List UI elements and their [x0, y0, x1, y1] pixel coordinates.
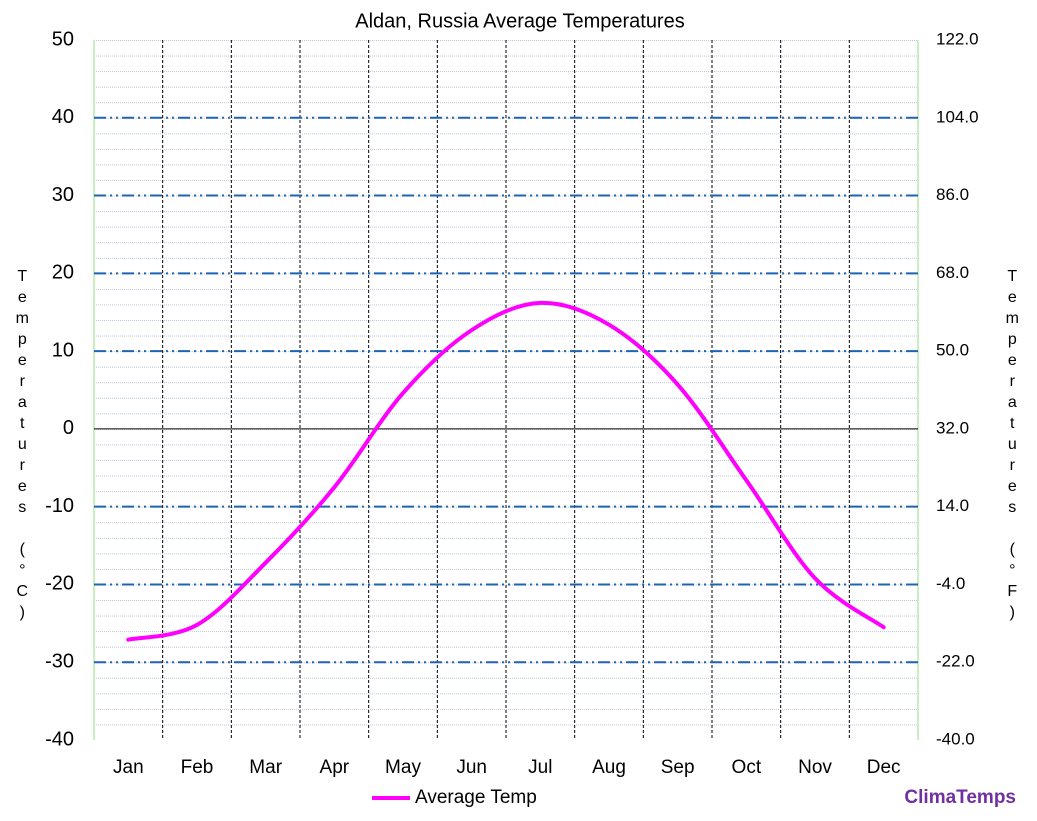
y-tick-label: 40 [52, 106, 74, 128]
y-tick-label: 30 [52, 184, 74, 206]
y-tick-label: -40 [45, 728, 74, 750]
y2-tick-label: -40.0 [936, 729, 975, 748]
legend-label: Average Temp [415, 787, 537, 808]
y-tick-label: -30 [45, 651, 74, 673]
y-tick-label: 10 [52, 339, 74, 361]
y-tick-label: -20 [45, 573, 74, 595]
x-tick-label: Aug [592, 757, 626, 778]
x-tick-label: Apr [320, 757, 350, 778]
x-tick-label: Sep [661, 757, 695, 778]
y2-tick-label: 104.0 [936, 107, 979, 126]
x-tick-label: Mar [249, 757, 282, 778]
y2-tick-label: 86.0 [936, 185, 969, 204]
source-brand: ClimaTemps [904, 787, 1016, 808]
y2-axis-label: Temperatures (°F) [1004, 268, 1021, 625]
y2-tick-label: 32.0 [936, 418, 969, 437]
x-tick-label: Jun [456, 757, 487, 778]
y2-tick-label: 68.0 [936, 263, 969, 282]
x-tick-label: Jan [113, 757, 144, 778]
y-tick-label: -10 [45, 495, 74, 517]
x-tick-label: May [385, 757, 421, 778]
chart-title: Aldan, Russia Average Temperatures [355, 10, 684, 32]
y-tick-label: 50 [52, 28, 74, 50]
y2-tick-label: 50.0 [936, 341, 969, 360]
y2-tick-label: 122.0 [936, 29, 979, 48]
y2-tick-label: -22.0 [936, 652, 975, 671]
y2-tick-label: 14.0 [936, 496, 969, 515]
x-tick-label: Nov [798, 757, 832, 778]
y-tick-label: 20 [52, 262, 74, 284]
y-axis-label: Temperatures (°C) [14, 268, 31, 625]
series-line [126, 300, 886, 642]
x-tick-label: Oct [732, 757, 762, 778]
x-tick-label: Feb [181, 757, 214, 778]
x-tick-label: Dec [867, 757, 901, 778]
x-tick-label: Jul [528, 757, 552, 778]
y2-tick-label: -4.0 [936, 574, 965, 593]
y-tick-label: 0 [63, 417, 74, 439]
